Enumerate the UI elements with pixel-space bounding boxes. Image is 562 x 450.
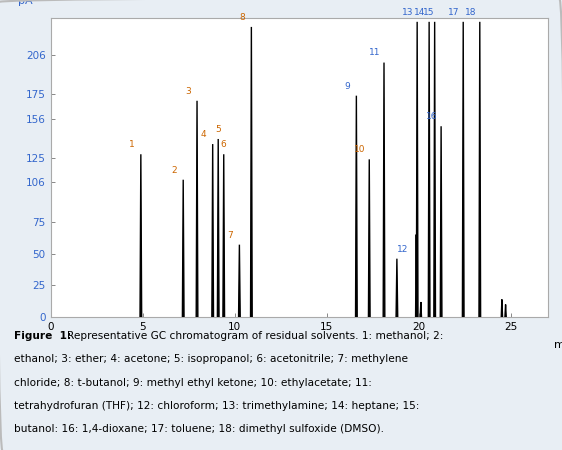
Polygon shape [505,305,506,317]
Polygon shape [356,96,357,317]
Polygon shape [434,22,436,317]
Polygon shape [251,27,252,317]
Text: 15: 15 [423,8,435,17]
Text: 13: 13 [402,8,414,17]
Text: 17: 17 [448,8,460,17]
Text: chloride; 8: t-butanol; 9: methyl ethyl ketone; 10: ethylacetate; 11:: chloride; 8: t-butanol; 9: methyl ethyl … [14,378,372,387]
Polygon shape [428,22,430,317]
Polygon shape [383,63,385,317]
Polygon shape [416,22,418,317]
Polygon shape [440,126,442,317]
Text: 1: 1 [129,140,134,149]
Polygon shape [238,245,240,317]
Text: m: m [554,340,562,350]
Text: Representative GC chromatogram of residual solvents. 1: methanol; 2:: Representative GC chromatogram of residu… [67,331,444,341]
Polygon shape [223,154,225,317]
Text: Figure  1:: Figure 1: [14,331,71,341]
Polygon shape [420,302,422,317]
Text: 7: 7 [227,230,233,239]
Text: 12: 12 [397,245,408,254]
Text: 10: 10 [354,145,366,154]
Text: 6: 6 [221,140,226,149]
Polygon shape [212,144,214,317]
Polygon shape [196,101,198,317]
Text: 5: 5 [215,125,221,134]
Text: 9: 9 [345,81,350,90]
Polygon shape [217,139,219,317]
Text: 4: 4 [201,130,206,139]
Text: 8: 8 [239,13,245,22]
Polygon shape [501,299,502,317]
Polygon shape [479,22,481,317]
Polygon shape [396,259,398,317]
Text: 14: 14 [414,8,425,17]
Polygon shape [463,22,464,317]
Polygon shape [415,234,417,317]
Text: tetrahydrofuran (THF); 12: chloroform; 13: trimethylamine; 14: heptane; 15:: tetrahydrofuran (THF); 12: chloroform; 1… [14,401,419,411]
Text: 2: 2 [171,166,177,175]
Text: 18: 18 [465,8,477,17]
Polygon shape [369,159,370,317]
Text: 3: 3 [185,87,191,96]
Text: pA: pA [18,0,33,6]
Polygon shape [140,154,142,317]
Text: butanol: 16: 1,4-dioxane; 17: toluene; 18: dimethyl sulfoxide (DMSO).: butanol: 16: 1,4-dioxane; 17: toluene; 1… [14,424,384,434]
Text: 16: 16 [426,112,438,121]
Text: 11: 11 [369,49,380,58]
Text: ethanol; 3: ether; 4: acetone; 5: isopropanol; 6: acetonitrile; 7: methylene: ethanol; 3: ether; 4: acetone; 5: isopro… [14,354,408,364]
Polygon shape [183,180,184,317]
